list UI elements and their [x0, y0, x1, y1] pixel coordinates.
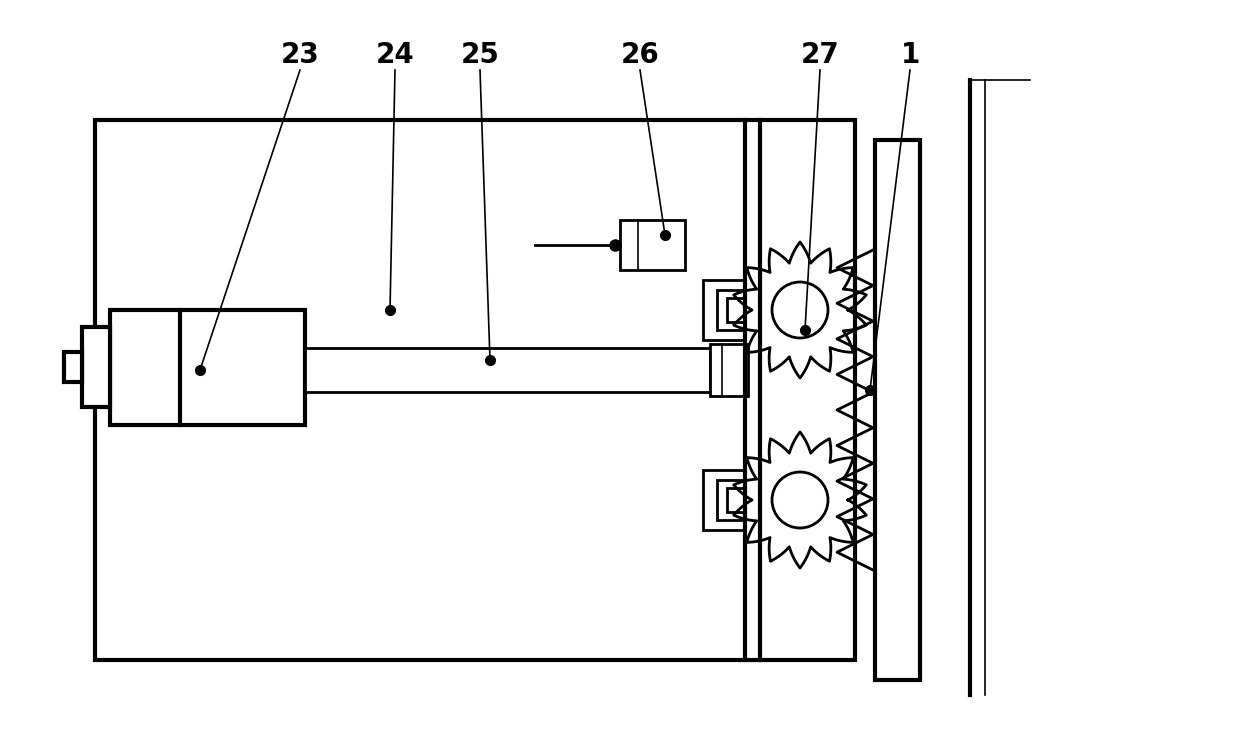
Text: 24: 24: [376, 41, 414, 69]
Bar: [717, 480, 745, 520]
Bar: [620, 220, 684, 270]
Bar: [727, 488, 745, 512]
Text: 26: 26: [621, 41, 660, 69]
Bar: [703, 470, 745, 530]
Bar: [305, 348, 711, 392]
Text: 23: 23: [280, 41, 320, 69]
Bar: [711, 344, 748, 396]
Text: 27: 27: [801, 41, 839, 69]
Bar: [64, 352, 82, 382]
Text: 25: 25: [460, 41, 500, 69]
Bar: [110, 310, 305, 425]
Bar: [727, 298, 745, 322]
Bar: [717, 290, 745, 330]
Bar: [82, 327, 110, 407]
Bar: [703, 280, 745, 340]
Text: 1: 1: [900, 41, 920, 69]
Bar: [875, 140, 920, 680]
Bar: [95, 120, 856, 660]
